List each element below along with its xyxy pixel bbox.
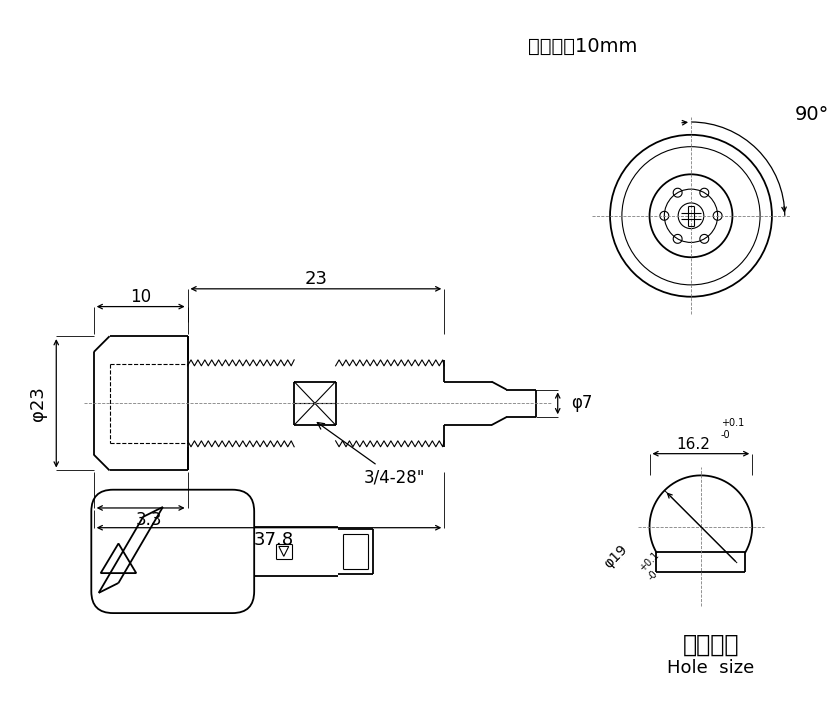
- Text: 开孔尺对: 开孔尺对: [682, 633, 739, 657]
- Text: 10: 10: [130, 288, 152, 306]
- Text: φ19: φ19: [601, 542, 630, 571]
- Text: φ23: φ23: [29, 386, 47, 421]
- Text: +0.1
-0: +0.1 -0: [721, 418, 744, 440]
- Text: 23: 23: [304, 270, 327, 288]
- Text: 伸缩尺对10mm: 伸缩尺对10mm: [528, 37, 637, 56]
- Text: 16.2: 16.2: [676, 437, 710, 452]
- Text: 37.8: 37.8: [254, 531, 294, 548]
- Text: φ7: φ7: [571, 394, 593, 413]
- Text: 3/4-28": 3/4-28": [317, 422, 425, 486]
- Text: +0.1
-0: +0.1 -0: [638, 551, 670, 582]
- Text: 3.3: 3.3: [135, 511, 162, 529]
- Text: Hole  size: Hole size: [667, 659, 755, 677]
- Text: 90°: 90°: [795, 105, 829, 124]
